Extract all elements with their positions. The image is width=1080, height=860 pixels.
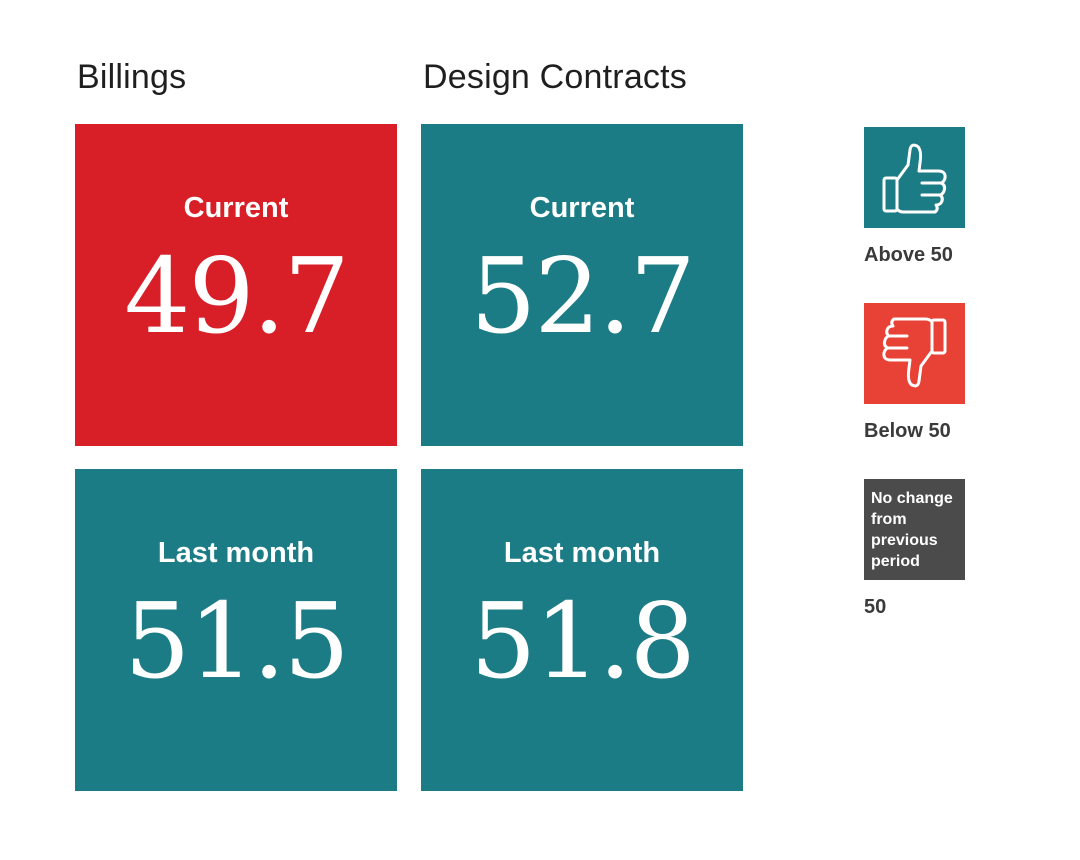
tile-value: 49.7 (124, 235, 350, 357)
tile-period-label: Last month (503, 537, 661, 569)
tile-period-label: Current (529, 192, 635, 224)
tile-period-label: Current (183, 192, 289, 224)
column-title-billings: Billings (77, 58, 187, 96)
thumbs-up-icon (882, 143, 947, 214)
legend-below-swatch (864, 303, 965, 404)
legend-above-swatch (864, 127, 965, 228)
tile-period-label: Last month (157, 537, 315, 569)
design-contracts-current-tile: Current 52.7 (421, 124, 743, 446)
tile-value: 51.8 (470, 580, 696, 702)
column-title-design-contracts: Design Contracts (423, 58, 687, 96)
legend-above-label: Above 50 (864, 244, 953, 266)
tile-value: 51.5 (124, 580, 350, 702)
billings-current-tile: Current 49.7 (75, 124, 397, 446)
legend-nochange-label: 50 (864, 596, 887, 618)
legend-below-label: Below 50 (864, 420, 951, 442)
tile-value: 52.7 (470, 235, 696, 357)
legend-nochange-box-text: No change from previous period (871, 490, 953, 570)
legend-nochange-swatch: No change from previous period (864, 479, 965, 580)
design-contracts-last-month-tile: Last month 51.8 (421, 469, 743, 791)
thumbs-down-icon (882, 317, 947, 388)
billings-last-month-tile: Last month 51.5 (75, 469, 397, 791)
